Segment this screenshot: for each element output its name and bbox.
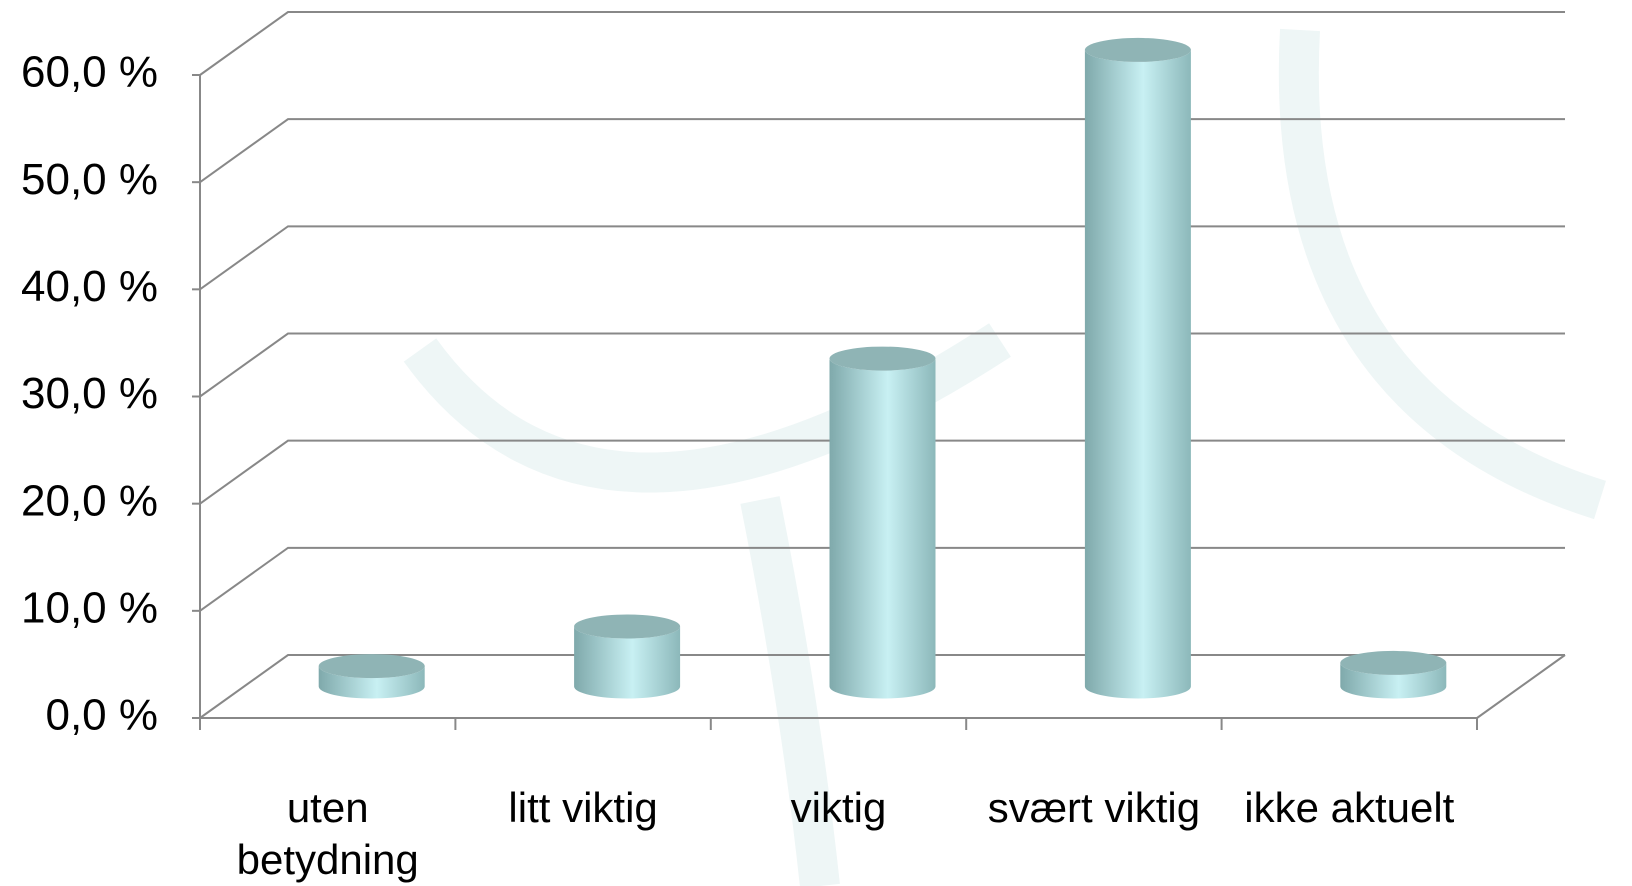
chart: 0,0 % 10,0 % 20,0 % 30,0 % 40,0 % 50,0 % 60,0 … (0, 0, 1632, 886)
page: 0,0 % 10,0 % 20,0 % 30,0 % 40,0 % 50,0 % 60,0 … (0, 0, 1632, 886)
x-tick-label: svært viktig (969, 782, 1219, 834)
y-tick-label: 30,0 % (21, 369, 158, 418)
y-tick-label: 10,0 % (21, 583, 158, 632)
floor-edge (1477, 655, 1565, 718)
watermark (420, 30, 1600, 886)
y-tick-label: 60,0 % (21, 48, 158, 97)
cylinder (1085, 50, 1191, 699)
cylinder-top (1340, 651, 1446, 675)
grid-line (200, 12, 1565, 75)
cylinder-top (830, 347, 936, 371)
cylinder-top (319, 654, 425, 678)
y-tick-label: 0,0 % (45, 691, 158, 740)
y-tick-label: 20,0 % (21, 476, 158, 525)
y-tick-label: 40,0 % (21, 262, 158, 311)
x-tick-label: viktig (714, 782, 964, 834)
x-tick-label: ikke aktuelt (1224, 782, 1474, 834)
cylinder-top (1085, 38, 1191, 62)
grid-line (200, 226, 1565, 289)
y-tick-label: 50,0 % (21, 155, 158, 204)
cylinder-top (574, 614, 680, 638)
x-tick-label: litt viktig (458, 782, 708, 834)
cylinder (830, 359, 936, 699)
x-tick-label: uten betydning (203, 782, 453, 886)
grid-line (200, 119, 1565, 182)
